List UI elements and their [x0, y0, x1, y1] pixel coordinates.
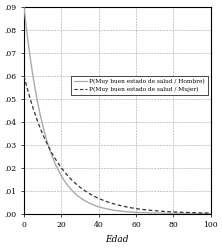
- Legend: P(Muy buen estado de salud / Hombre), P(Muy buen estado de salud / Mujer): P(Muy buen estado de salud / Hombre), P(…: [71, 76, 208, 95]
- X-axis label: Edad: Edad: [105, 235, 129, 244]
